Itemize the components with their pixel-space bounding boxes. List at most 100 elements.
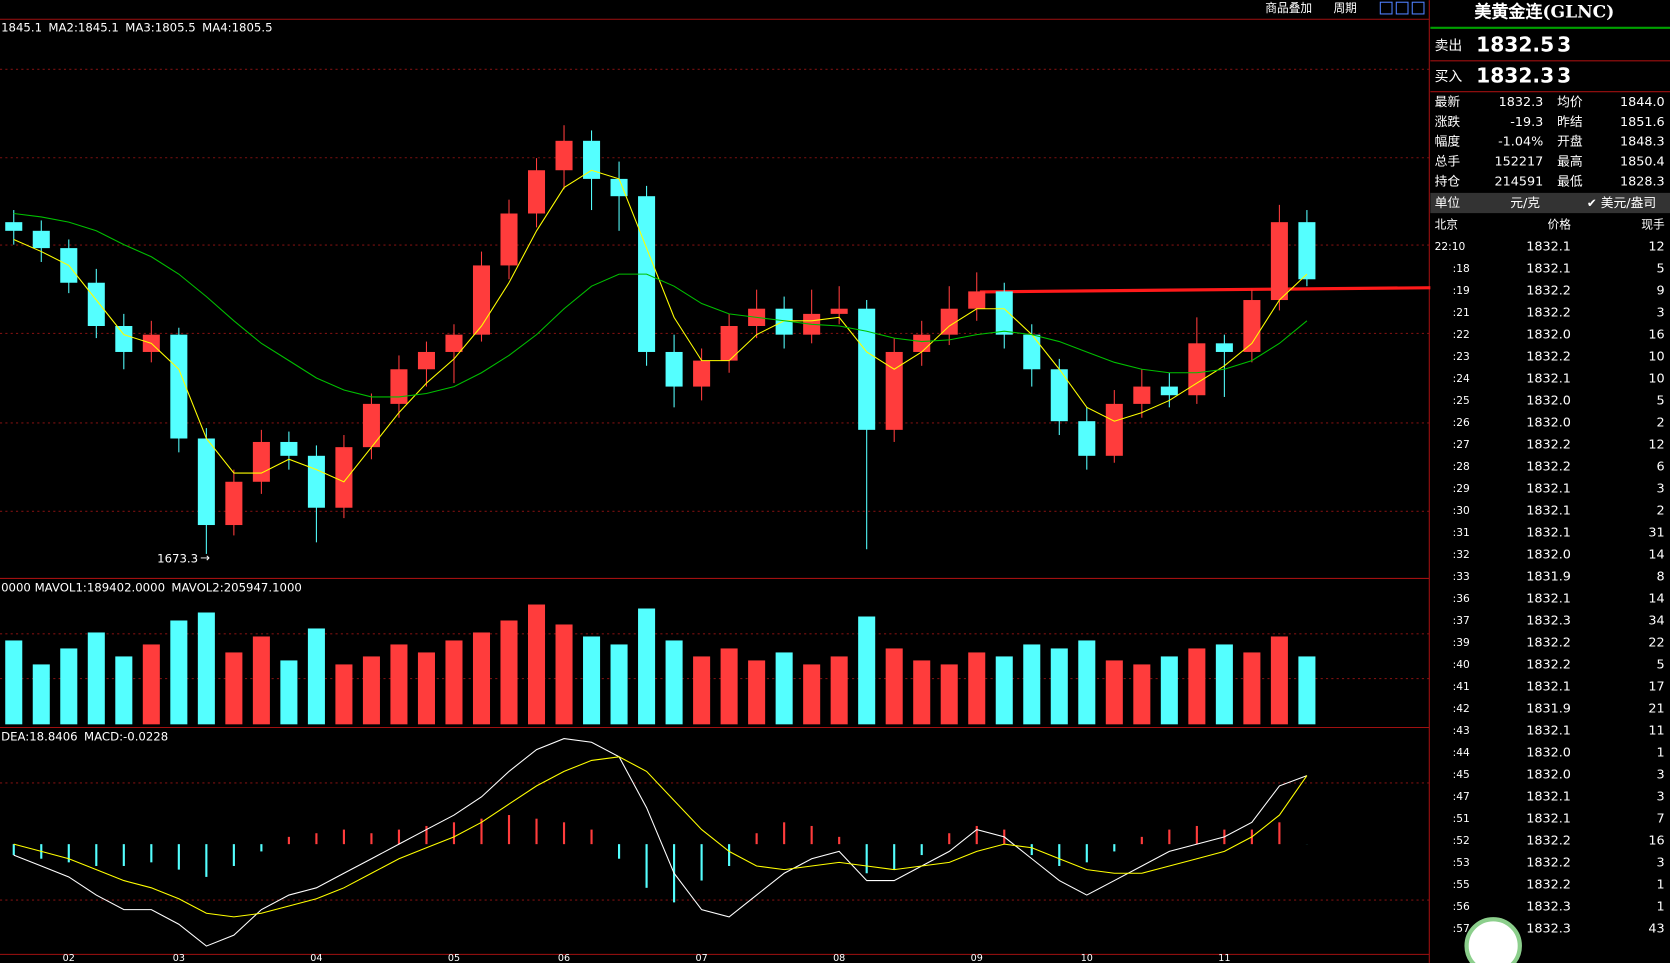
bid-volume: 3 bbox=[1557, 63, 1571, 87]
macd-bar bbox=[205, 844, 208, 877]
volume-bar bbox=[775, 652, 793, 725]
tick-volume: 14 bbox=[1648, 592, 1664, 607]
macd-bar bbox=[1030, 844, 1033, 856]
tick-price: 1832.2 bbox=[1526, 834, 1571, 849]
legend-entry: DEA:18.8406 bbox=[1, 730, 78, 744]
macd-bar bbox=[177, 844, 180, 870]
candle-body bbox=[940, 308, 958, 335]
tick-time: :33 bbox=[1453, 570, 1470, 583]
unit-option[interactable]: 美元/盎司 bbox=[1601, 196, 1656, 211]
volume-bar bbox=[500, 620, 518, 725]
toolbar-item[interactable]: 周期 bbox=[1333, 1, 1356, 15]
macd-bar bbox=[810, 825, 813, 845]
tick-time: :37 bbox=[1453, 614, 1470, 627]
macd-bar bbox=[590, 829, 593, 845]
tick-time: :56 bbox=[1453, 900, 1470, 913]
tick-price: 1832.1 bbox=[1526, 592, 1571, 607]
macd-line bbox=[13, 738, 1308, 947]
volume-bar bbox=[748, 660, 766, 725]
volume-bar bbox=[1050, 648, 1068, 725]
volume-bar bbox=[830, 656, 848, 725]
stat-value: -19.3 bbox=[1510, 115, 1543, 130]
tick-price: 1832.1 bbox=[1526, 240, 1571, 255]
volume-bar bbox=[225, 652, 243, 725]
macd-bar bbox=[755, 833, 758, 845]
legend-entry: MA4:1805.5 bbox=[202, 20, 272, 34]
tick-time: :29 bbox=[1453, 482, 1470, 495]
tick-volume: 22 bbox=[1648, 636, 1664, 651]
tick-price: 1832.1 bbox=[1526, 680, 1571, 695]
tick-volume: 1 bbox=[1657, 899, 1665, 914]
volume-bar bbox=[307, 628, 325, 725]
tick-volume: 21 bbox=[1648, 702, 1664, 717]
stat-label: 持仓 bbox=[1435, 175, 1461, 190]
macd-bar bbox=[507, 815, 511, 845]
tick-volume: 16 bbox=[1648, 834, 1664, 849]
tick-volume: 2 bbox=[1657, 416, 1665, 431]
tick-price: 1832.2 bbox=[1526, 284, 1571, 299]
candle-body bbox=[417, 351, 435, 370]
tick-volume: 10 bbox=[1648, 350, 1664, 365]
volume-bar bbox=[1243, 652, 1261, 725]
stat-value: -1.04% bbox=[1498, 135, 1543, 150]
stat-label: 昨结 bbox=[1557, 115, 1583, 130]
tick-price: 1832.2 bbox=[1526, 438, 1571, 453]
macd-bar bbox=[397, 829, 401, 845]
tick-price: 1832.2 bbox=[1526, 877, 1571, 892]
ma-line bbox=[13, 213, 1308, 398]
x-tick-label: 04 bbox=[310, 953, 322, 963]
stat-label: 开盘 bbox=[1557, 134, 1583, 150]
tick-volume: 3 bbox=[1657, 482, 1665, 497]
candle-body bbox=[610, 178, 628, 197]
macd-bar bbox=[645, 844, 648, 888]
macd-bar bbox=[617, 844, 621, 859]
macd-bar bbox=[1195, 825, 1198, 845]
volume-bar bbox=[445, 640, 463, 725]
macd-bar bbox=[920, 844, 923, 856]
ask-price: 1832.5 bbox=[1476, 32, 1554, 56]
macd-bar bbox=[370, 833, 373, 845]
volume-bar bbox=[472, 632, 491, 725]
tick-volume: 16 bbox=[1648, 328, 1664, 343]
tick-volume: 34 bbox=[1648, 614, 1664, 629]
tick-price: 1832.1 bbox=[1526, 790, 1571, 805]
tick-volume: 8 bbox=[1657, 570, 1665, 585]
tick-price: 1832.1 bbox=[1526, 504, 1571, 519]
volume-bar bbox=[720, 648, 738, 725]
macd-bar bbox=[865, 844, 868, 874]
macd-bar bbox=[1058, 844, 1061, 866]
quote-title: 美黄金连(GLNC) bbox=[1474, 1, 1614, 22]
candle-body bbox=[1160, 386, 1178, 396]
stat-label: 均价 bbox=[1557, 95, 1583, 110]
tick-time: :55 bbox=[1453, 878, 1470, 891]
volume-bar bbox=[5, 640, 23, 725]
volume-bar bbox=[252, 636, 270, 725]
candle-body bbox=[583, 140, 601, 179]
volume-bar bbox=[60, 648, 78, 725]
candle-body bbox=[280, 441, 298, 456]
x-tick-label: 11 bbox=[1218, 953, 1230, 963]
stat-value: 1851.6 bbox=[1620, 115, 1665, 130]
x-tick-label: 03 bbox=[173, 953, 185, 963]
toolbar-item[interactable]: 商品叠加 bbox=[1265, 1, 1312, 15]
volume-bar bbox=[1188, 648, 1206, 725]
volume-bar bbox=[170, 620, 188, 725]
unit-option[interactable]: 元/克 bbox=[1510, 196, 1540, 211]
volume-bar bbox=[1105, 660, 1123, 725]
volume-bar bbox=[1270, 636, 1288, 725]
tick-time: :51 bbox=[1453, 812, 1470, 825]
tick-volume: 31 bbox=[1648, 526, 1664, 541]
tick-volume: 7 bbox=[1657, 812, 1665, 827]
macd-bar bbox=[1113, 844, 1116, 852]
tick-time: :28 bbox=[1453, 460, 1470, 473]
stat-label: 最低 bbox=[1557, 175, 1583, 190]
macd-bar bbox=[260, 844, 263, 852]
tick-volume: 3 bbox=[1657, 790, 1665, 805]
tick-time: :52 bbox=[1453, 834, 1470, 847]
candle-body bbox=[472, 265, 491, 335]
candle-body bbox=[1188, 343, 1206, 396]
volume-bar bbox=[885, 648, 903, 725]
tick-price: 1832.1 bbox=[1526, 724, 1571, 739]
tick-time: :22 bbox=[1453, 328, 1470, 341]
